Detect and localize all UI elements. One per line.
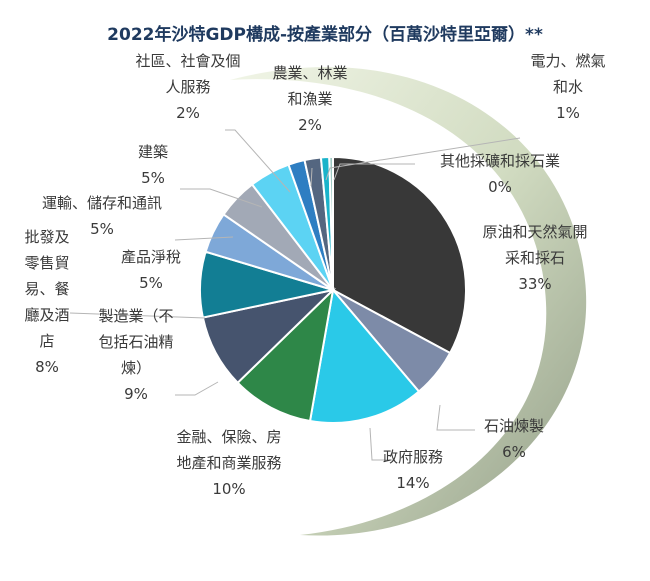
slice-category-label-5: 易、餐 — [24, 280, 69, 298]
slice-value-label-8: 5% — [141, 169, 165, 187]
leader-line-4 — [175, 381, 219, 396]
slice-category-label-2: 政府服務 — [383, 448, 443, 466]
slice-category-label-5: 店 — [39, 332, 54, 350]
slice-value-label-10: 2% — [298, 116, 322, 134]
slice-category-label-5: 廳及酒 — [24, 306, 69, 324]
slice-value-label-12: 0% — [488, 178, 512, 196]
chart-title: 2022年沙特GDP構成-按產業部分（百萬沙特里亞爾）** — [107, 25, 543, 45]
slice-category-label-0: 采和採石 — [505, 249, 565, 267]
slice-value-label-5: 8% — [35, 358, 59, 376]
pie-slice-12 — [328, 155, 334, 291]
leader-line-12 — [333, 163, 415, 181]
leader-line-1 — [436, 404, 475, 431]
leader-line-7 — [174, 236, 234, 241]
slice-category-label-7: 運輸、儲存和通訊 — [42, 194, 162, 212]
slice-category-label-4: 製造業（不 — [98, 307, 173, 325]
pie-slice-3 — [236, 287, 335, 423]
slice-value-label-2: 14% — [396, 474, 429, 492]
slice-category-label-9: 社區、社會及個 — [135, 52, 240, 70]
slice-category-label-3: 金融、保險、房 — [176, 428, 281, 446]
slice-value-label-6: 5% — [139, 274, 163, 292]
slice-category-label-5: 零售貿 — [24, 254, 69, 272]
slice-category-label-4: 煉） — [121, 359, 151, 377]
slice-value-label-0: 33% — [518, 275, 551, 293]
leader-line-8 — [180, 188, 263, 208]
slice-category-label-0: 原油和天然氣開 — [482, 223, 587, 241]
leader-line-11 — [325, 137, 521, 181]
slice-category-label-3: 地產和商業服務 — [176, 454, 281, 472]
slice-category-label-5: 批發及 — [24, 228, 69, 246]
slice-category-label-1: 石油煉製 — [484, 417, 544, 435]
slice-category-label-12: 其他採礦和採石業 — [440, 152, 560, 170]
slice-category-label-10: 農業、林業 — [272, 64, 347, 82]
leader-line-2 — [369, 427, 395, 461]
slice-value-label-11: 1% — [556, 104, 580, 122]
slice-value-label-3: 10% — [212, 480, 245, 498]
slice-category-label-10: 和漁業 — [287, 90, 332, 108]
leader-line-10 — [310, 167, 313, 187]
slice-value-label-7: 5% — [90, 220, 114, 238]
pie-slice-0 — [332, 155, 467, 355]
leader-line-5 — [69, 312, 206, 319]
slice-value-label-4: 9% — [124, 385, 148, 403]
leader-line-9 — [225, 129, 291, 193]
pie-slice-2 — [308, 287, 421, 424]
slice-category-label-8: 建築 — [138, 143, 168, 161]
slice-category-label-11: 電力、燃氣 — [530, 52, 605, 70]
slice-category-label-4: 包括石油精 — [98, 333, 173, 351]
slice-category-label-9: 人服務 — [165, 78, 210, 96]
slice-category-label-11: 和水 — [553, 78, 583, 96]
slice-category-label-6: 產品淨稅 — [121, 248, 181, 266]
slice-value-label-1: 6% — [502, 443, 526, 461]
slice-value-label-9: 2% — [176, 104, 200, 122]
